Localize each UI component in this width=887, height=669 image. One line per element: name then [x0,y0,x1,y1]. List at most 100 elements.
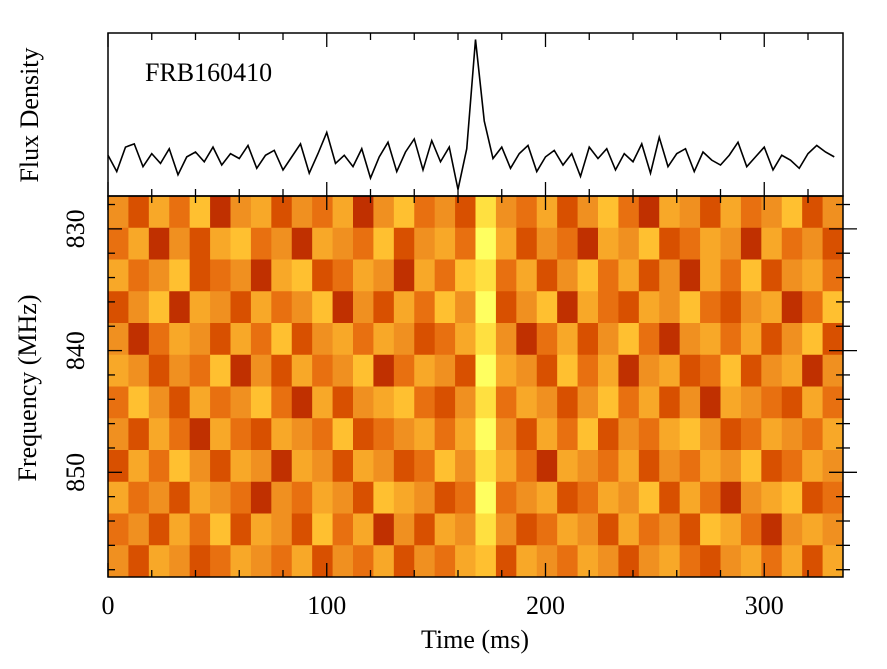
heatmap-cell [618,450,640,483]
heatmap-cell [353,513,374,546]
heatmap-cell [128,354,150,387]
heatmap-cell [700,291,721,324]
heatmap-cell [434,450,456,483]
heatmap-cell [475,481,497,514]
heatmap-cell [250,450,272,483]
heatmap-cell [638,196,660,229]
heatmap-cell [230,323,252,356]
heatmap-cell [169,386,191,419]
heatmap-cell [720,227,742,260]
heatmap-cell [353,418,374,451]
heatmap-cell [761,513,783,546]
heatmap-cell [393,513,415,546]
heatmap-cell [781,227,803,260]
y-tick-label: 830 [61,209,90,248]
heatmap-cell [761,418,783,451]
heatmap-cell [659,196,681,229]
heatmap-cell [148,386,170,419]
heatmap-cell [781,196,803,229]
heatmap-cell [822,481,844,514]
heatmap-cell [557,323,579,356]
heatmap-cell [740,323,762,356]
heatmap-cell [577,196,599,229]
heatmap-cell [638,450,660,483]
heatmap-cell [148,196,170,229]
heatmap-cell [536,545,558,578]
heatmap-cell [475,418,497,451]
heatmap-cell [761,450,783,483]
heatmap-cell [210,450,231,483]
heatmap-cell [108,291,129,324]
heatmap-cell [822,513,844,546]
heatmap-cell [414,291,436,324]
heatmap-cell [108,323,129,356]
heatmap-cell [434,227,456,260]
heatmap-cell [618,354,640,387]
heatmap-cell [271,259,293,292]
heatmap-cell [516,545,538,578]
heatmap-cell [210,323,231,356]
heatmap-cell [475,386,497,419]
heatmap-cell [332,386,354,419]
heatmap-cell [720,450,742,483]
heatmap-cell [638,481,660,514]
heatmap-cell [455,418,476,451]
x-axis-label: Time (ms) [421,625,529,654]
heatmap-cell [353,323,374,356]
heatmap-cell [618,481,640,514]
heatmap-cell [455,513,476,546]
heatmap-cell [312,513,334,546]
heatmap-cell [250,545,272,578]
heatmap-cell [271,450,293,483]
heatmap-cell [761,227,783,260]
heatmap-cell [108,418,129,451]
heatmap-cell [516,386,538,419]
heatmap-cell [455,386,476,419]
heatmap-cell [230,227,252,260]
heatmap-cell [495,545,517,578]
heatmap-cell [761,291,783,324]
heatmap-cell [189,418,211,451]
heatmap-cell [679,291,701,324]
heatmap-cell [189,323,211,356]
heatmap-cell [414,513,436,546]
heatmap-cell [332,196,354,229]
heatmap-cell [250,323,272,356]
heatmap-cell [210,227,231,260]
heatmap-cell [536,227,558,260]
heatmap-cell [557,545,579,578]
heatmap-cell [516,291,538,324]
heatmap-cell [598,418,619,451]
heatmap-cell [250,291,272,324]
heatmap-cell [577,418,599,451]
heatmap-cell [516,196,538,229]
heatmap-cell [455,481,476,514]
heatmap-cell [740,513,762,546]
heatmap-cell [108,481,129,514]
heatmap-cell [618,227,640,260]
heatmap-cell [557,227,579,260]
heatmap-cell [434,259,456,292]
heatmap-cell [250,386,272,419]
heatmap-cell [353,545,374,578]
heatmap-cell [659,418,681,451]
heatmap-cell [291,545,313,578]
heatmap-cell [455,545,476,578]
heatmap-cell [332,323,354,356]
heatmap-cell [169,196,191,229]
heatmap-cell [659,259,681,292]
heatmap-cell [312,323,334,356]
heatmap-cell [373,386,395,419]
heatmap-cell [108,227,129,260]
heatmap-cell [189,196,211,229]
heatmap-cell [455,323,476,356]
heatmap-cell [434,196,456,229]
heatmap-cell [169,545,191,578]
heatmap-cell [638,259,660,292]
heatmap-cell [148,323,170,356]
heatmap-cell [536,386,558,419]
heatmap-cell [108,354,129,387]
heatmap-cell [761,386,783,419]
heatmap-cell [332,291,354,324]
